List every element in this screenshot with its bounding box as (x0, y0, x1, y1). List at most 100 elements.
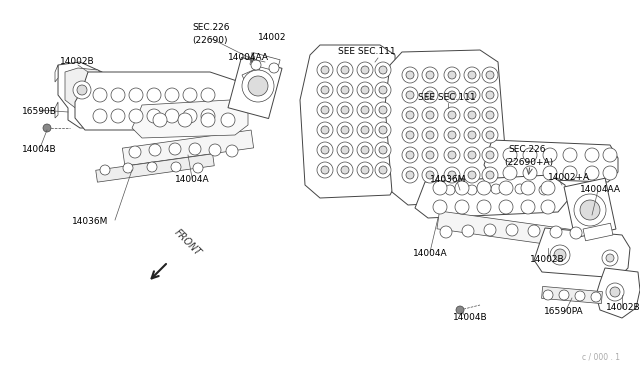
Circle shape (269, 63, 279, 73)
Polygon shape (415, 175, 568, 218)
Polygon shape (437, 211, 583, 249)
Circle shape (129, 88, 143, 102)
Polygon shape (250, 52, 280, 71)
Circle shape (426, 131, 434, 139)
Circle shape (484, 224, 496, 236)
Text: 16590B: 16590B (22, 108, 57, 116)
Text: 14004AA: 14004AA (228, 54, 269, 62)
Circle shape (321, 126, 329, 134)
Circle shape (486, 151, 494, 159)
Circle shape (357, 122, 373, 138)
Circle shape (406, 131, 414, 139)
Circle shape (444, 107, 460, 123)
Circle shape (468, 91, 476, 99)
Circle shape (462, 225, 474, 237)
Circle shape (422, 107, 438, 123)
Circle shape (361, 66, 369, 74)
Circle shape (521, 181, 535, 195)
Circle shape (406, 111, 414, 119)
Text: SEE SEC.111: SEE SEC.111 (418, 93, 476, 103)
Circle shape (486, 171, 494, 179)
Circle shape (379, 126, 387, 134)
Circle shape (375, 142, 391, 158)
Text: SEC.226: SEC.226 (192, 23, 230, 32)
Circle shape (321, 106, 329, 114)
Circle shape (603, 148, 617, 162)
Circle shape (147, 109, 161, 123)
Circle shape (541, 181, 555, 195)
Circle shape (341, 126, 349, 134)
Circle shape (375, 82, 391, 98)
Circle shape (444, 87, 460, 103)
Circle shape (422, 147, 438, 163)
Circle shape (361, 106, 369, 114)
Circle shape (357, 62, 373, 78)
Circle shape (361, 146, 369, 154)
Circle shape (73, 81, 91, 99)
Circle shape (464, 87, 480, 103)
Circle shape (554, 249, 566, 261)
Circle shape (100, 165, 110, 175)
Circle shape (433, 181, 447, 195)
Text: 14004B: 14004B (453, 314, 488, 323)
Circle shape (123, 163, 133, 173)
Text: (22690+A): (22690+A) (504, 158, 553, 167)
Text: 14002B: 14002B (530, 256, 564, 264)
Circle shape (379, 86, 387, 94)
Circle shape (406, 91, 414, 99)
Circle shape (433, 200, 447, 214)
Circle shape (337, 102, 353, 118)
Circle shape (482, 147, 498, 163)
Circle shape (550, 226, 562, 238)
Circle shape (201, 113, 215, 127)
Circle shape (448, 151, 456, 159)
Circle shape (379, 66, 387, 74)
Circle shape (602, 250, 618, 266)
Circle shape (357, 162, 373, 178)
Circle shape (440, 226, 452, 238)
Circle shape (606, 254, 614, 262)
Circle shape (426, 151, 434, 159)
Circle shape (464, 67, 480, 83)
Circle shape (402, 127, 418, 143)
Circle shape (445, 185, 455, 195)
Circle shape (467, 185, 477, 195)
Polygon shape (75, 72, 248, 130)
Circle shape (341, 66, 349, 74)
Circle shape (201, 88, 215, 102)
Circle shape (43, 124, 51, 132)
Circle shape (455, 181, 469, 195)
Circle shape (456, 306, 464, 314)
Circle shape (375, 122, 391, 138)
Circle shape (193, 163, 203, 173)
Circle shape (341, 146, 349, 154)
Circle shape (610, 287, 620, 297)
Circle shape (550, 245, 570, 265)
Circle shape (226, 145, 238, 157)
Text: FRONT: FRONT (172, 227, 203, 258)
Circle shape (499, 200, 513, 214)
Circle shape (147, 88, 161, 102)
Circle shape (422, 87, 438, 103)
Circle shape (482, 107, 498, 123)
Polygon shape (96, 154, 214, 182)
Text: SEC.226: SEC.226 (508, 145, 545, 154)
Circle shape (321, 166, 329, 174)
Circle shape (543, 290, 553, 300)
Circle shape (337, 142, 353, 158)
Circle shape (444, 67, 460, 83)
Circle shape (77, 85, 87, 95)
Circle shape (503, 166, 517, 180)
Text: 14002B: 14002B (606, 304, 640, 312)
Circle shape (341, 166, 349, 174)
Circle shape (448, 71, 456, 79)
Circle shape (523, 148, 537, 162)
Circle shape (486, 91, 494, 99)
Circle shape (580, 200, 600, 220)
Circle shape (585, 166, 599, 180)
Circle shape (521, 200, 535, 214)
Circle shape (585, 148, 599, 162)
Circle shape (448, 91, 456, 99)
Circle shape (361, 86, 369, 94)
Polygon shape (596, 268, 640, 318)
